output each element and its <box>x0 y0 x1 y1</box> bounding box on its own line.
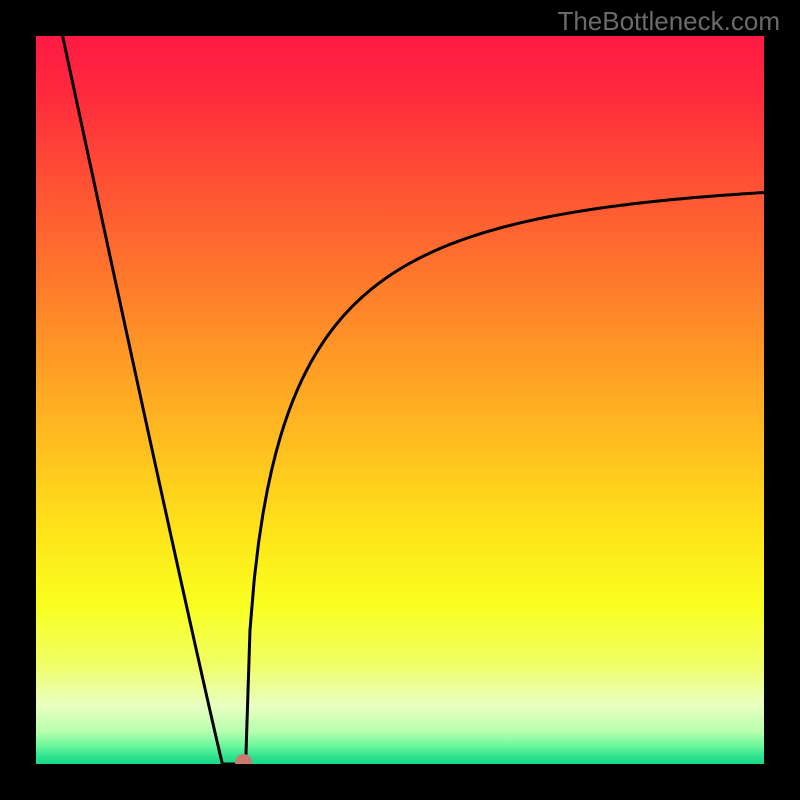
minimum-marker <box>235 755 251 764</box>
plot-area <box>36 36 764 764</box>
watermark-text: TheBottleneck.com <box>557 6 780 37</box>
chart-container: TheBottleneck.com <box>0 0 800 800</box>
bottleneck-curve <box>56 36 764 764</box>
curve-layer <box>36 36 764 764</box>
